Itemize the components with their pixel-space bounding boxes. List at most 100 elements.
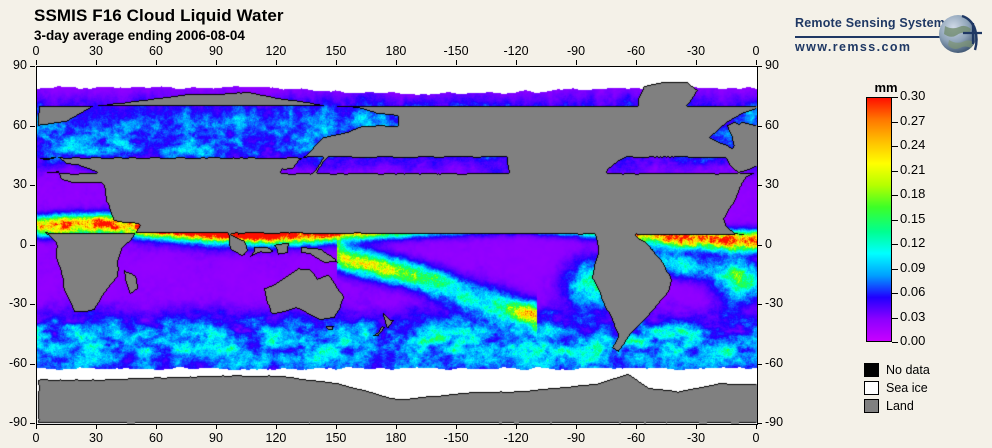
- x-tick-bottom: [36, 424, 37, 429]
- globe-icon: [939, 14, 982, 53]
- x-tick-label-top: 180: [385, 44, 407, 58]
- x-tick-top: [156, 60, 157, 65]
- y-tick-label-left: -30: [9, 296, 28, 310]
- y-tick-right: [757, 125, 762, 127]
- x-tick-label-bottom: 120: [265, 431, 287, 445]
- y-tick-label-right: 0: [765, 236, 772, 251]
- x-tick-top: [96, 60, 97, 65]
- y-tick-label-left: 90: [13, 58, 27, 72]
- x-tick-bottom: [96, 424, 97, 429]
- map-plot-area[interactable]: [36, 66, 758, 425]
- x-tick-top: [336, 60, 337, 65]
- x-tick-label-top: -90: [567, 44, 586, 58]
- remss-logo[interactable]: Remote Sensing Systems www.remss.com: [795, 10, 985, 60]
- x-tick-top: [516, 60, 517, 65]
- colorbar-tick-label: 0.09: [900, 259, 926, 275]
- x-tick-bottom: [696, 424, 697, 429]
- x-tick-label-bottom: 150: [325, 431, 347, 445]
- colorbar-tick: [892, 268, 898, 270]
- x-tick-bottom: [636, 424, 637, 429]
- logo-divider: [795, 36, 945, 38]
- x-tick-bottom: [456, 424, 457, 429]
- colorbar-tick: [892, 195, 898, 196]
- x-tick-bottom: [276, 424, 277, 429]
- colorbar-tick-label: 0.15: [900, 210, 926, 226]
- colorbar-tick-label: 0.00: [900, 333, 926, 348]
- cloud-liquid-water-heatmap: [37, 67, 757, 424]
- colorbar-tick: [892, 317, 898, 319]
- colorbar-tick: [892, 293, 898, 294]
- x-tick-bottom: [336, 424, 337, 429]
- colorbar-tick-label: 0.24: [900, 137, 926, 152]
- y-tick-label-right: 90: [765, 58, 779, 72]
- x-tick-label-bottom: -60: [627, 431, 646, 445]
- x-tick-top: [696, 60, 697, 65]
- legend-label: Land: [886, 399, 914, 413]
- y-tick-right: [757, 66, 762, 67]
- y-tick-right: [757, 304, 762, 305]
- colorbar-unit-label: mm: [874, 80, 898, 95]
- y-tick-label-right: 60: [765, 117, 779, 132]
- x-tick-top: [636, 60, 637, 65]
- x-tick-label-top: 60: [149, 44, 163, 58]
- y-tick-left: [30, 66, 35, 67]
- legend-swatch: [864, 399, 879, 413]
- legend-label: No data: [886, 363, 930, 377]
- page-title: SSMIS F16 Cloud Liquid Water: [34, 6, 284, 25]
- legend-label: Sea ice: [886, 381, 928, 395]
- x-tick-label-bottom: -150: [443, 431, 469, 445]
- y-tick-right: [757, 244, 762, 246]
- colorbar-tick: [892, 244, 898, 245]
- colorbar-tick: [892, 170, 898, 172]
- x-tick-label-top: -30: [687, 44, 706, 58]
- y-tick-right: [757, 185, 762, 186]
- y-tick-label-right: -30: [765, 296, 784, 310]
- x-tick-label-bottom: 0: [32, 431, 40, 445]
- y-tick-left: [30, 304, 35, 305]
- x-tick-label-top: -150: [443, 44, 469, 58]
- x-tick-label-top: 150: [325, 44, 347, 58]
- x-tick-bottom: [216, 424, 217, 429]
- y-tick-label-left: 30: [13, 177, 27, 191]
- colorbar-tick-label: 0.03: [900, 308, 926, 324]
- colorbar-tick-label: 0.30: [900, 88, 926, 103]
- y-tick-label-right: 30: [765, 177, 779, 191]
- x-tick-label-bottom: 90: [209, 431, 223, 445]
- logo-url: www.remss.com: [795, 40, 912, 54]
- y-tick-right: [757, 363, 762, 365]
- x-tick-label-bottom: -120: [503, 431, 529, 445]
- x-tick-label-top: 120: [265, 44, 287, 58]
- x-tick-top: [276, 60, 277, 65]
- x-tick-label-top: 90: [209, 44, 223, 58]
- logo-company-name: Remote Sensing Systems: [795, 16, 953, 30]
- y-tick-right: [757, 423, 762, 424]
- x-tick-bottom: [156, 424, 157, 429]
- x-tick-label-bottom: 30: [89, 431, 103, 445]
- colorbar-tick-label: 0.27: [900, 112, 926, 128]
- x-tick-label-top: -120: [503, 44, 529, 58]
- colorbar-tick-label: 0.18: [900, 186, 926, 201]
- y-tick-label-left: 60: [13, 117, 27, 132]
- colorbar-tick: [892, 97, 898, 98]
- x-tick-label-bottom: -90: [567, 431, 586, 445]
- y-tick-left: [30, 125, 35, 127]
- y-tick-label-right: -60: [765, 355, 784, 370]
- x-tick-label-bottom: -30: [687, 431, 706, 445]
- x-tick-label-top: 0: [752, 44, 760, 58]
- x-tick-label-bottom: 60: [149, 431, 163, 445]
- colorbar-tick-label: 0.21: [900, 161, 926, 177]
- x-tick-bottom: [576, 424, 577, 429]
- x-tick-top: [456, 60, 457, 65]
- x-tick-bottom: [756, 424, 757, 429]
- x-tick-top: [396, 60, 397, 65]
- y-tick-left: [30, 423, 35, 424]
- colorbar-tick: [892, 121, 898, 123]
- x-tick-bottom: [396, 424, 397, 429]
- colorbar-tick: [892, 219, 898, 221]
- legend-swatch: [864, 363, 879, 377]
- x-tick-top: [216, 60, 217, 65]
- y-tick-left: [30, 244, 35, 246]
- x-tick-label-top: 30: [89, 44, 103, 58]
- x-tick-bottom: [516, 424, 517, 429]
- y-tick-label-right: -90: [765, 415, 784, 429]
